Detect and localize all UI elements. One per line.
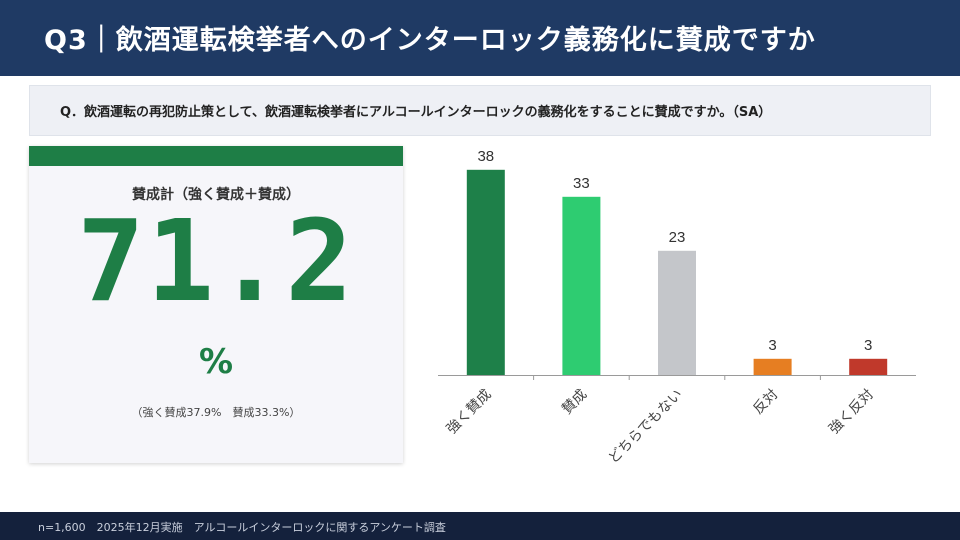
data-label-2: 23: [669, 229, 686, 246]
page-title: Q3｜飲酒運転検挙者へのインターロック義務化に賛成ですか: [44, 25, 816, 56]
bar-0: [466, 169, 505, 375]
data-label-4: 3: [864, 337, 872, 354]
kpi-unit: %: [198, 342, 234, 382]
kpi-accent-bar: [29, 146, 403, 166]
kpi-note: （強く賛成37.9% 賛成33.3%）: [131, 406, 301, 419]
bar-2: [658, 250, 696, 375]
bar-chart: 38 強く賛成 33 賛成 23 どちらでもない 3 反対 3 強く反対: [438, 148, 916, 467]
x-tick-label-4: 強く反対: [826, 387, 877, 438]
x-tick-label-2: どちらでもない: [606, 387, 686, 467]
x-tick-label-3: 反対: [750, 387, 781, 418]
bar-4: [849, 358, 888, 375]
kpi-value: 71.2: [77, 197, 355, 327]
bar-1: [562, 196, 601, 375]
x-tick-label-1: 賛成: [559, 387, 590, 418]
data-label-0: 38: [477, 148, 494, 165]
data-label-1: 33: [573, 175, 590, 192]
data-label-3: 3: [768, 337, 776, 354]
footer-bar: n=1,600 2025年12月実施 アルコールインターロックに関するアンケート…: [0, 512, 960, 540]
question-box: Q．飲酒運転の再犯防止策として、飲酒運転検挙者にアルコールインターロックの義務化…: [29, 85, 931, 136]
header-bar: Q3｜飲酒運転検挙者へのインターロック義務化に賛成ですか: [0, 0, 960, 76]
kpi-card: 賛成計（強く賛成＋賛成） 71.2 % （強く賛成37.9% 賛成33.3%）: [29, 146, 403, 463]
bar-3: [753, 358, 792, 375]
kpi-label: 賛成計（強く賛成＋賛成）: [132, 187, 300, 203]
footer-text: n=1,600 2025年12月実施 アルコールインターロックに関するアンケート…: [38, 521, 446, 534]
question-text: Q．飲酒運転の再犯防止策として、飲酒運転検挙者にアルコールインターロックの義務化…: [60, 105, 772, 120]
x-tick-label-0: 強く賛成: [444, 387, 495, 438]
